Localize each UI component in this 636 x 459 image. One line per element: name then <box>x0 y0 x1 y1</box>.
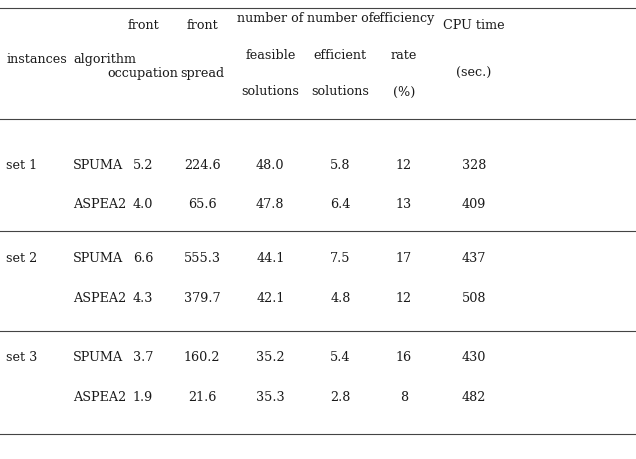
Text: number of: number of <box>307 12 373 25</box>
Text: CPU time: CPU time <box>443 19 504 32</box>
Text: 1.9: 1.9 <box>133 390 153 403</box>
Text: 4.3: 4.3 <box>133 291 153 304</box>
Text: instances: instances <box>6 53 67 66</box>
Text: efficient: efficient <box>314 49 367 62</box>
Text: 5.2: 5.2 <box>133 159 153 172</box>
Text: feasible: feasible <box>245 49 296 62</box>
Text: 16: 16 <box>396 351 412 364</box>
Text: 5.8: 5.8 <box>330 159 350 172</box>
Text: 48.0: 48.0 <box>256 159 284 172</box>
Text: 13: 13 <box>396 198 412 211</box>
Text: 6.4: 6.4 <box>330 198 350 211</box>
Text: 2.8: 2.8 <box>330 390 350 403</box>
Text: 7.5: 7.5 <box>330 252 350 264</box>
Text: front: front <box>186 19 218 32</box>
Text: set 3: set 3 <box>6 351 38 364</box>
Text: set 1: set 1 <box>6 159 38 172</box>
Text: set 2: set 2 <box>6 252 38 264</box>
Text: front: front <box>127 19 159 32</box>
Text: solutions: solutions <box>312 85 369 98</box>
Text: 8: 8 <box>400 390 408 403</box>
Text: 4.8: 4.8 <box>330 291 350 304</box>
Text: 47.8: 47.8 <box>256 198 284 211</box>
Text: 160.2: 160.2 <box>184 351 221 364</box>
Text: 409: 409 <box>462 198 486 211</box>
Text: SPUMA: SPUMA <box>73 159 123 172</box>
Text: SPUMA: SPUMA <box>73 351 123 364</box>
Text: 430: 430 <box>462 351 486 364</box>
Text: 35.3: 35.3 <box>256 390 285 403</box>
Text: 224.6: 224.6 <box>184 159 221 172</box>
Text: number of: number of <box>237 12 303 25</box>
Text: 12: 12 <box>396 159 412 172</box>
Text: solutions: solutions <box>242 85 299 98</box>
Text: 12: 12 <box>396 291 412 304</box>
Text: 6.6: 6.6 <box>133 252 153 264</box>
Text: 44.1: 44.1 <box>256 252 284 264</box>
Text: 555.3: 555.3 <box>184 252 221 264</box>
Text: rate: rate <box>391 49 417 62</box>
Text: efficiency: efficiency <box>373 12 435 25</box>
Text: ASPEA2: ASPEA2 <box>73 390 127 403</box>
Text: occupation: occupation <box>107 67 179 80</box>
Text: 328: 328 <box>462 159 486 172</box>
Text: 3.7: 3.7 <box>133 351 153 364</box>
Text: 4.0: 4.0 <box>133 198 153 211</box>
Text: 437: 437 <box>462 252 486 264</box>
Text: 35.2: 35.2 <box>256 351 285 364</box>
Text: ASPEA2: ASPEA2 <box>73 291 127 304</box>
Text: (%): (%) <box>392 85 415 98</box>
Text: 482: 482 <box>462 390 486 403</box>
Text: 42.1: 42.1 <box>256 291 284 304</box>
Text: spread: spread <box>180 67 225 80</box>
Text: 17: 17 <box>396 252 412 264</box>
Text: 5.4: 5.4 <box>330 351 350 364</box>
Text: 21.6: 21.6 <box>188 390 216 403</box>
Text: (sec.): (sec.) <box>456 67 492 80</box>
Text: 65.6: 65.6 <box>188 198 217 211</box>
Text: 508: 508 <box>462 291 486 304</box>
Text: algorithm: algorithm <box>73 53 136 66</box>
Text: SPUMA: SPUMA <box>73 252 123 264</box>
Text: ASPEA2: ASPEA2 <box>73 198 127 211</box>
Text: 379.7: 379.7 <box>184 291 221 304</box>
